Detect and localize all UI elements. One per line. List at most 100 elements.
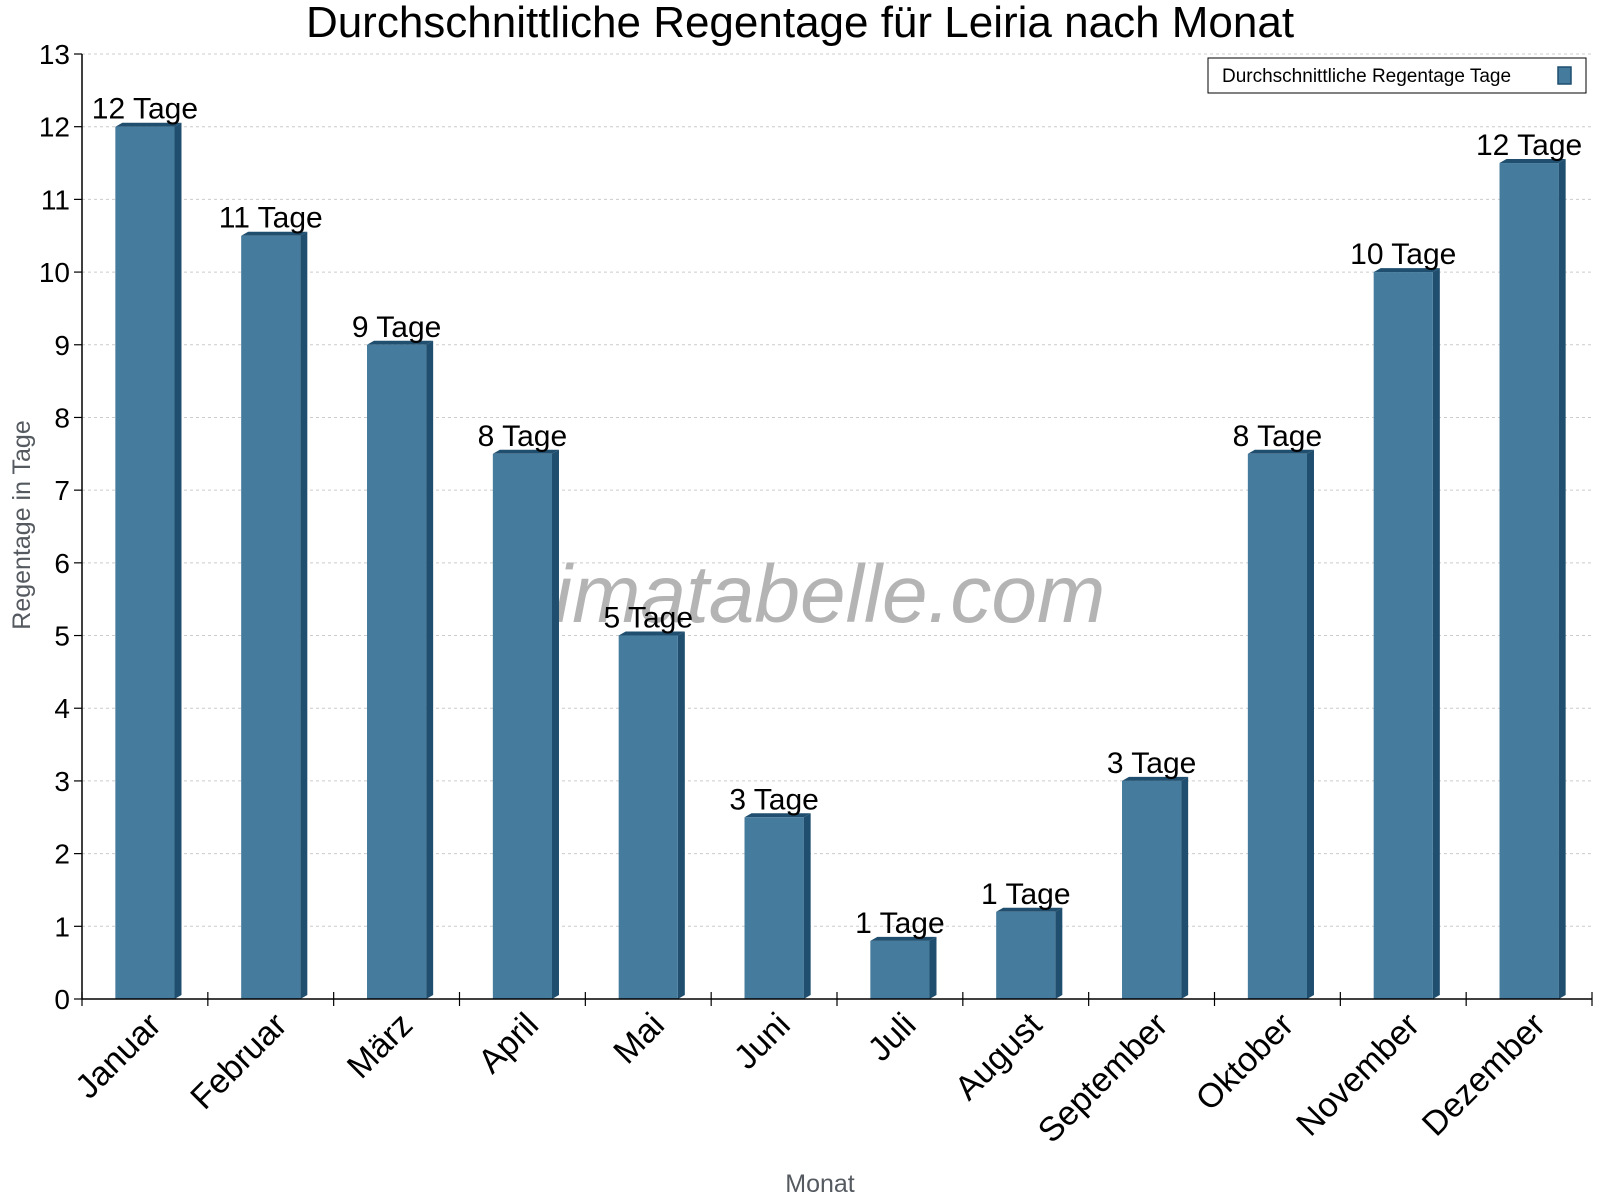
bar-side (300, 231, 308, 999)
y-tick-label: 11 (41, 184, 70, 215)
x-axis-label: Monat (785, 1170, 855, 1198)
bar-top (870, 936, 937, 941)
bar-front (870, 940, 930, 999)
bar-front (1122, 780, 1182, 999)
y-tick-label: 8 (54, 402, 70, 433)
watermark: klimatabelle.com (495, 549, 1106, 640)
bar-top (1373, 268, 1440, 273)
y-tick-label: 10 (39, 257, 70, 288)
bar (1499, 159, 1566, 1000)
x-tick-label: Dezember (1415, 1006, 1553, 1144)
x-tick-label: April (471, 1006, 546, 1081)
bar (241, 231, 308, 999)
gridlines (82, 53, 1592, 927)
chart-title: Durchschnittliche Regentage für Leiria n… (306, 0, 1294, 47)
x-tick-label: März (340, 1006, 420, 1086)
data-label: 1 Tage (981, 878, 1071, 911)
axes (74, 53, 1593, 1006)
bar-top (1247, 449, 1314, 454)
bar (618, 631, 685, 999)
y-tick-label: 1 (54, 911, 70, 942)
bar-side (1306, 449, 1314, 999)
bar (367, 340, 434, 999)
bar-top (744, 813, 811, 818)
bar-side (1055, 907, 1063, 999)
data-labels: 12 Tage 11 Tage 9 Tage 8 Tage 5 Tage 3 Tage 1 … (92, 93, 1582, 940)
data-label: 3 Tage (1107, 747, 1197, 780)
x-tick-label: Juni (727, 1006, 798, 1077)
bar-top (115, 122, 182, 127)
data-label: 12 Tage (1476, 129, 1582, 162)
data-label: 11 Tage (219, 202, 323, 235)
y-tick-label: 9 (54, 330, 70, 361)
y-tick-label: 13 (39, 39, 70, 70)
y-tick-label: 7 (54, 475, 70, 506)
bar-front (492, 453, 552, 999)
bar-top (1499, 159, 1566, 164)
bar-front (367, 344, 427, 999)
bar-front (744, 817, 804, 999)
x-tick-label: September (1031, 1006, 1175, 1150)
bar-front (618, 635, 678, 999)
bar-side (1181, 776, 1189, 999)
bar-front (241, 235, 301, 999)
x-tick-label: Februar (183, 1006, 294, 1117)
bar-front (1247, 453, 1307, 999)
y-tick-label: 3 (54, 766, 70, 797)
data-label: 10 Tage (1350, 238, 1456, 271)
y-tick-label: 0 (54, 984, 70, 1015)
bars (115, 122, 1566, 1000)
legend-swatch (1557, 66, 1572, 85)
data-label: 12 Tage (92, 93, 198, 126)
x-tick-label: Juli (861, 1006, 924, 1069)
data-label: 8 Tage (1233, 420, 1323, 453)
bar-top (492, 449, 559, 454)
data-label: 8 Tage (478, 420, 568, 453)
bar-front (1499, 163, 1559, 1000)
bar-top (241, 231, 308, 236)
bar (115, 122, 182, 999)
y-tick-label: 2 (54, 839, 70, 870)
legend-box (1207, 57, 1587, 94)
bar-side (929, 936, 937, 999)
y-axis-label: Regentage in Tage (8, 420, 36, 629)
bar-front (996, 911, 1056, 999)
x-tick-label: Januar (68, 1006, 168, 1106)
bar-top (618, 631, 685, 636)
legend-label: Durchschnittliche Regentage Tage (1222, 66, 1511, 87)
bar-side (803, 813, 811, 999)
x-tick-label: Mai (606, 1006, 672, 1072)
x-tick-labels: Januar Februar März April Mai Juni Juli AugustS… (68, 1005, 1553, 1150)
bar-top (367, 340, 434, 345)
x-tick-label: August (948, 1005, 1050, 1107)
bar (1247, 449, 1314, 999)
y-tick-label: 5 (54, 621, 70, 652)
x-tick-label: Oktober (1189, 1006, 1301, 1118)
bar (870, 936, 937, 999)
bar (492, 449, 559, 999)
data-label: 1 Tage (855, 907, 945, 940)
data-label: 5 Tage (603, 602, 693, 635)
bar-top (1122, 776, 1189, 781)
legend: Durchschnittliche Regentage Tage (1207, 57, 1587, 94)
bar (1122, 776, 1189, 999)
y-tick-label: 12 (39, 112, 70, 143)
bar-side (551, 449, 559, 999)
bar-side (426, 340, 434, 999)
y-tick-label: 4 (54, 693, 70, 724)
bar-side (1432, 268, 1440, 1000)
bar-side (677, 631, 685, 999)
bar (996, 907, 1063, 999)
x-tick-label: November (1289, 1006, 1427, 1144)
data-label: 9 Tage (352, 311, 442, 344)
bar-top (996, 907, 1063, 912)
bar-side (1558, 159, 1566, 1000)
y-tick-label: 6 (54, 548, 70, 579)
bar-front (1373, 272, 1433, 1000)
data-label: 3 Tage (729, 783, 819, 816)
bar (1373, 268, 1440, 1000)
bar-side (174, 122, 182, 999)
bar (744, 813, 811, 999)
